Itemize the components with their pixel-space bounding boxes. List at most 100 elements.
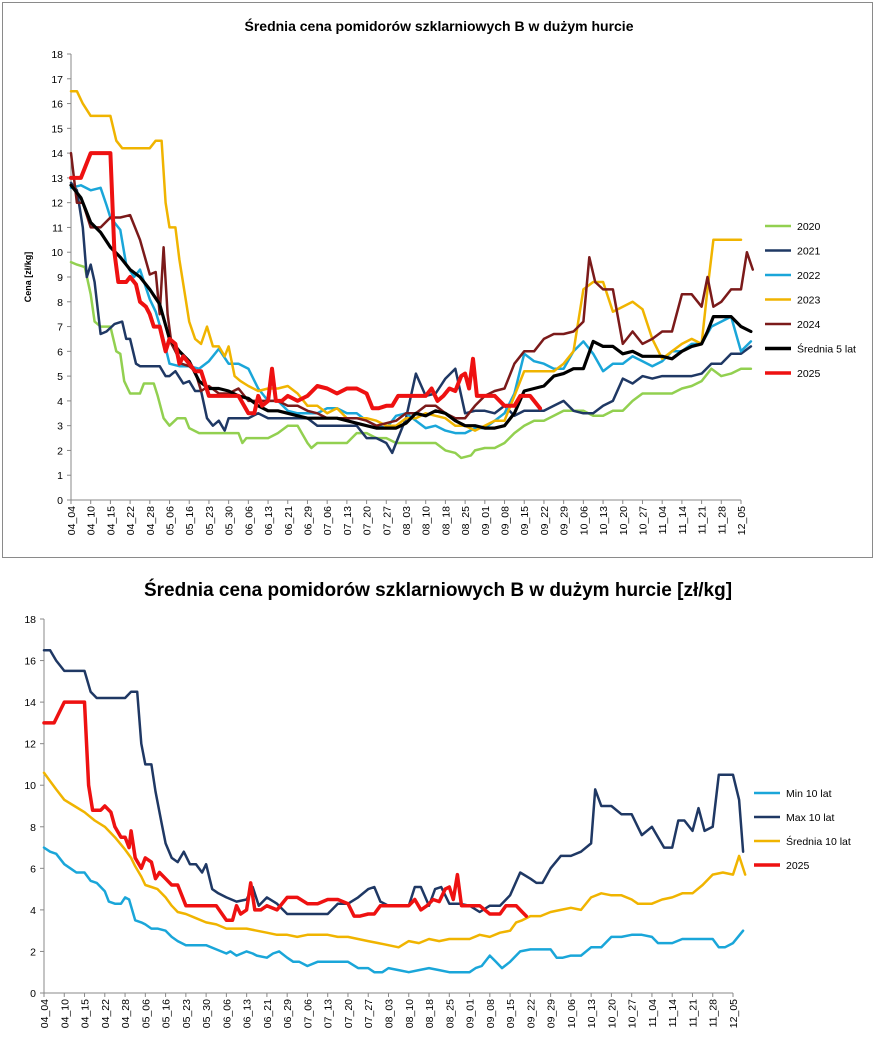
x-tick-label: 10_13	[586, 999, 598, 1028]
x-tick-label: 09_29	[546, 999, 558, 1028]
chart-panel-bottom: Średnia cena pomidorów szklarniowych B w…	[2, 562, 873, 1056]
series-line-3	[69, 89, 743, 432]
y-tick-label: 11	[52, 222, 63, 234]
x-tick-label: 07_20	[362, 506, 374, 535]
y-tick-label: 18	[51, 49, 63, 61]
x-tick-label: 08_03	[401, 506, 413, 535]
x-tick-label: 07_06	[322, 506, 334, 535]
x-tick-label: 04_15	[80, 999, 92, 1028]
series-line-3	[42, 700, 529, 923]
series-line-1	[42, 648, 745, 916]
x-tick-label: 08_10	[404, 999, 416, 1028]
y-tick-label: 0	[57, 495, 63, 507]
x-tick-label: 09_22	[525, 999, 537, 1028]
legend-label: 2022	[797, 270, 821, 282]
y-tick-label: 12	[51, 198, 63, 210]
x-tick-label: 09_01	[465, 999, 477, 1028]
x-tick-label: 08_25	[444, 999, 456, 1028]
x-tick-label: 04_22	[100, 999, 112, 1028]
x-tick-label: 09_08	[485, 999, 497, 1028]
x-tick-label: 07_13	[323, 999, 335, 1028]
x-tick-label: 06_06	[221, 999, 233, 1028]
x-tick-label: 12_05	[728, 999, 740, 1028]
x-tick-label: 09_15	[519, 506, 531, 535]
chart-title: Średnia cena pomidorów szklarniowych B w…	[144, 579, 732, 601]
y-tick-label: 5	[57, 371, 63, 383]
x-tick-label: 06_06	[243, 506, 255, 535]
x-tick-label: 04_15	[105, 506, 117, 535]
x-tick-label: 07_06	[302, 999, 314, 1028]
legend-label: Średnia 5 lat	[797, 343, 856, 356]
y-tick-label: 1	[57, 470, 63, 482]
legend-label: Min 10 lat	[786, 788, 832, 800]
x-tick-label: 05_23	[204, 506, 216, 535]
y-tick-label: 13	[51, 173, 63, 185]
y-tick-label: 2	[57, 445, 63, 457]
x-tick-label: 04_28	[120, 999, 132, 1028]
x-tick-label: 07_13	[342, 506, 354, 535]
x-tick-label: 09_01	[480, 506, 492, 535]
legend-label: Max 10 lat	[786, 812, 835, 824]
y-axis-label: Cena [zł/kg]	[23, 252, 33, 303]
series-line-0	[42, 846, 745, 974]
x-tick-label: 10_27	[627, 999, 639, 1028]
x-tick-label: 04_10	[59, 999, 71, 1028]
x-tick-label: 11_28	[708, 999, 720, 1028]
y-tick-label: 4	[30, 905, 36, 917]
x-tick-label: 11_14	[677, 506, 689, 535]
x-tick-label: 11_14	[667, 999, 679, 1028]
x-tick-label: 05_30	[224, 506, 236, 535]
x-tick-label: 08_18	[424, 999, 436, 1028]
x-tick-label: 04_28	[145, 506, 157, 535]
legend-label: 2024	[797, 319, 821, 331]
x-tick-label: 08_10	[421, 506, 433, 535]
x-tick-label: 07_20	[343, 999, 355, 1028]
series-line-0	[69, 260, 753, 460]
chart-title: Średnia cena pomidorów szklarniowych B w…	[245, 17, 634, 34]
x-tick-label: 05_06	[140, 999, 152, 1028]
x-tick-label: 06_29	[282, 999, 294, 1028]
x-tick-label: 05_16	[161, 999, 173, 1028]
series-line-6	[69, 151, 542, 416]
y-tick-label: 18	[24, 614, 36, 626]
x-tick-label: 11_21	[697, 506, 709, 535]
x-tick-label: 04_22	[125, 506, 137, 535]
x-tick-label: 04_04	[66, 506, 78, 535]
x-tick-label: 11_04	[647, 999, 659, 1028]
x-tick-label: 10_27	[637, 506, 649, 535]
y-tick-label: 10	[24, 780, 36, 792]
y-tick-label: 14	[24, 697, 36, 709]
y-tick-label: 16	[24, 656, 36, 668]
x-tick-label: 10_20	[618, 506, 630, 535]
y-tick-label: 2	[30, 946, 36, 958]
x-tick-label: 09_22	[539, 506, 551, 535]
y-tick-label: 8	[30, 822, 36, 834]
legend-label: 2021	[797, 246, 821, 258]
x-tick-label: 06_13	[263, 506, 275, 535]
chart-bottom: Średnia cena pomidorów szklarniowych B w…	[24, 579, 851, 1028]
x-tick-label: 09_15	[505, 999, 517, 1028]
x-tick-label: 04_10	[86, 506, 98, 535]
legend-label: 2025	[797, 368, 821, 380]
x-tick-label: 10_06	[566, 999, 578, 1028]
y-tick-label: 17	[51, 74, 63, 86]
y-tick-label: 10	[51, 247, 63, 259]
x-tick-label: 06_21	[262, 999, 274, 1028]
y-tick-label: 8	[57, 297, 63, 309]
legend-label: 2025	[786, 860, 810, 872]
x-tick-label: 08_25	[460, 506, 472, 535]
x-tick-label: 07_27	[381, 506, 393, 535]
legend-label: 2020	[797, 221, 821, 233]
x-tick-label: 05_06	[165, 506, 177, 535]
x-tick-label: 06_13	[242, 999, 254, 1028]
legend-label: Średnia 10 lat	[786, 835, 851, 848]
x-tick-label: 09_08	[500, 506, 512, 535]
x-tick-label: 05_30	[201, 999, 213, 1028]
legend-label: 2023	[797, 295, 821, 307]
x-tick-label: 07_27	[363, 999, 375, 1028]
x-tick-label: 11_04	[657, 506, 669, 535]
y-tick-label: 4	[57, 396, 63, 408]
x-tick-label: 08_03	[384, 999, 396, 1028]
x-tick-label: 09_29	[559, 506, 571, 535]
y-tick-label: 12	[24, 739, 36, 751]
